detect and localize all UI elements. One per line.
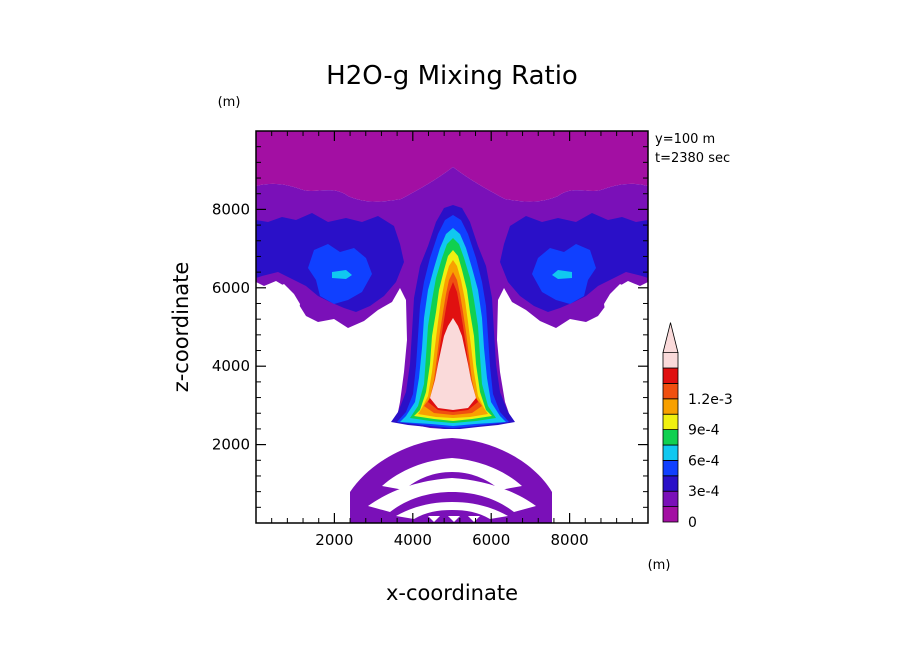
- contour-bottom-white-1: [382, 458, 522, 490]
- contour-field: [256, 131, 648, 523]
- x-tick-label: 2000: [315, 531, 353, 549]
- colorbar-swatch: [662, 367, 679, 384]
- y-tick-label: 6000: [212, 279, 250, 297]
- colorbar-extend-arrow: [662, 322, 679, 353]
- y-tick-label: 8000: [212, 200, 250, 218]
- x-tick-label: 4000: [394, 531, 432, 549]
- colorbar-label: 1.2e-3: [688, 392, 733, 408]
- contour-right-cyan-spot: [552, 270, 572, 279]
- colorbar-swatch: [662, 444, 679, 461]
- contour-core-pink: [430, 318, 476, 410]
- contour-bottom-notch-2: [448, 516, 460, 522]
- colorbar-label: 6e-4: [688, 453, 720, 469]
- y-tick-label: 2000: [212, 436, 250, 454]
- axis-ticks: 2000 4000 6000 8000 2000 4000 6000 8000: [212, 131, 648, 549]
- contour-right-dip-white: [604, 284, 632, 316]
- colorbar-swatch: [662, 506, 679, 523]
- colorbar-swatch: [662, 459, 679, 477]
- contour-left-dip-white: [272, 284, 300, 316]
- contour-left-cyan-spot: [332, 270, 352, 279]
- x-axis-label: x-coordinate: [386, 581, 518, 605]
- contour-top-band: [256, 131, 648, 202]
- x-unit-label: (m): [648, 558, 671, 573]
- colorbar-swatch: [662, 352, 679, 369]
- colorbar-label: 9e-4: [688, 423, 720, 439]
- colorbar-swatch: [662, 382, 679, 400]
- colorbar: 0 3e-4 6e-4 9e-4 1.2e-3: [662, 322, 733, 531]
- colorbar-swatch: [662, 429, 679, 446]
- x-tick-label: 8000: [551, 531, 589, 549]
- chart-title: H2O-g Mixing Ratio: [326, 61, 578, 91]
- colorbar-label: 3e-4: [688, 484, 720, 500]
- plot-frame: [255, 130, 649, 524]
- colorbar-swatch: [662, 413, 679, 431]
- y-tick-label: 4000: [212, 357, 250, 375]
- y-axis-label: z-coordinate: [169, 262, 193, 393]
- y-unit-label: (m): [218, 95, 241, 110]
- annotation-y: y=100 m: [655, 132, 715, 147]
- annotation-t: t=2380 sec: [655, 151, 730, 166]
- colorbar-swatch: [662, 398, 679, 415]
- colorbar-label: 0: [688, 515, 697, 531]
- contour-bottom-notch-1: [428, 516, 440, 522]
- x-tick-label: 6000: [472, 531, 510, 549]
- colorbar-swatch: [662, 490, 679, 508]
- contour-bottom-white-2: [368, 478, 536, 512]
- contour-bottom-white-3: [396, 502, 508, 519]
- colorbar-swatch: [662, 475, 679, 492]
- contour-bottom-notch-3: [468, 516, 480, 522]
